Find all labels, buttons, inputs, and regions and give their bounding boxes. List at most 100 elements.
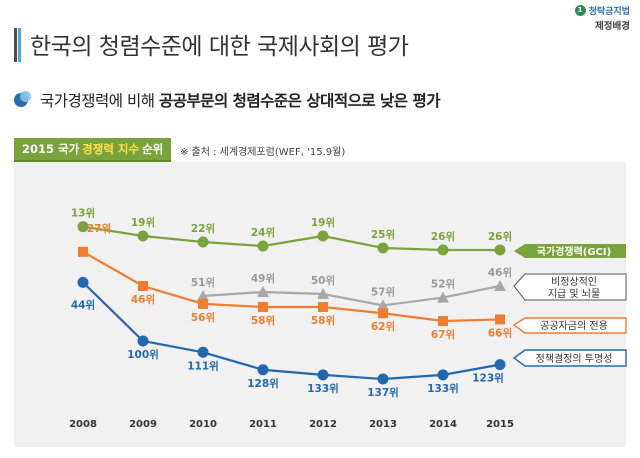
data-label: 49위 [251,272,275,285]
data-label: 46위 [131,293,155,306]
data-point [198,298,208,309]
data-label: 66위 [488,326,512,339]
x-axis-labels: 2008 2009 2010 2011 2012 2013 2014 2015 [69,419,514,430]
data-label: 123위 [472,372,504,385]
data-label: 57위 [371,285,395,298]
x-tick-label: 2010 [189,419,217,430]
source-note: ※ 출처 : 세계경제포럼(WEF, '15.9월) [180,147,346,158]
series-line-3 [82,250,501,323]
data-label: 137위 [367,386,399,399]
data-label: 46위 [488,266,512,279]
data-label: 26위 [431,230,455,243]
data-point [437,244,449,256]
data-point [494,359,506,371]
data-point [495,314,505,325]
legend-gci-box [514,244,626,258]
data-label: 56위 [191,311,215,324]
chart-header-prefix: 2015 국가 [22,142,80,156]
legend-bribery-label-2: 지급 및 뇌물 [548,288,600,300]
data-point [137,335,149,347]
subtitle-bold: 공공부문의 청렴수준은 상대적으로 낮은 평가 [158,92,441,110]
legend-gci-label: 국가경쟁력(GCI) [537,245,611,258]
logo-subtext: 제정배경 [595,21,630,32]
logo-badge-icon: 1 [574,5,586,16]
legend-transparency-box [512,349,627,367]
data-label: 25위 [371,228,395,241]
data-point [437,291,449,303]
data-label: 52위 [431,278,455,291]
bullet-icon [14,91,32,109]
data-point [257,240,269,252]
data-point [197,236,209,248]
data-label: 133위 [307,382,339,395]
x-tick-label: 2013 [369,419,397,430]
series-lines [82,225,501,381]
series-line-2 [202,284,501,307]
subtitle-normal: 국가경쟁력에 비해 [40,92,159,110]
data-point [137,230,149,242]
data-point [317,288,329,299]
data-label: 13위 [71,207,95,220]
legend-bribery-box [513,273,627,301]
subtitle: 국가경쟁력에 비해 공공부문의 청렴수준은 상대적으로 낮은 평가 [40,89,440,111]
legend-funds-label: 공공자금의 전용 [540,320,608,332]
data-label: 58위 [251,314,275,327]
data-point [494,244,506,256]
legend-transparency-label: 정책결정의 투명성 [536,353,613,365]
data-point [258,302,268,312]
data-point [377,373,389,385]
data-label: 128위 [247,377,279,390]
x-tick-label: 2015 [486,419,514,430]
data-label: 24위 [251,226,275,239]
data-label: 100위 [127,348,159,361]
data-point [77,276,89,288]
data-label: 58위 [311,314,335,327]
x-tick-label: 2012 [309,419,337,430]
data-label: 26위 [488,230,512,243]
x-tick-label: 2011 [249,419,277,430]
logo-line1: 1 청탁금지법 [574,4,630,17]
data-label: 51위 [191,276,215,289]
data-labels: 13위 19위 22위 24위 19위 25위 26위 26위 51위 49위 50위 57위 52위 4… [71,207,512,399]
data-point [138,281,148,291]
chart-header-suffix: 순위 [142,142,164,156]
top-bar [0,0,640,4]
data-point [77,221,89,233]
series-line-1 [82,225,500,252]
data-point [197,290,209,301]
data-point [378,308,388,319]
x-tick-label: 2008 [69,419,97,430]
logo-text: 청탁금지법 [588,7,630,17]
data-point [494,280,506,291]
series-line-4 [82,281,501,381]
data-point [317,230,329,242]
brand-logo: 1 청탁금지법 제정배경 [574,4,630,32]
data-label: 19위 [311,216,335,229]
data-point [437,369,449,381]
data-label: 44위 [71,298,95,311]
chart-header: 2015 국가 경쟁력 지수 순위 [14,138,172,162]
title-accent-blue [18,28,21,62]
data-label: 133위 [427,382,459,395]
data-point [318,302,328,312]
series-markers [77,221,506,385]
data-point [438,316,448,326]
data-point [197,346,209,358]
title-accent-dark [14,28,17,62]
data-point [257,286,269,297]
data-point [377,299,389,311]
data-point [257,364,269,376]
data-label: 22위 [191,222,215,235]
subtitle-row: 국가경쟁력에 비해 공공부문의 청렴수준은 상대적으로 낮은 평가 [14,89,440,111]
data-point [377,242,389,254]
page-title: 한국의 청렴수준에 대한 국제사회의 평가 [30,34,409,60]
data-label: 62위 [371,320,395,333]
x-tick-label: 2014 [429,419,457,430]
data-label: 19위 [131,216,155,229]
x-tick-label: 2009 [129,419,157,430]
data-label: 67위 [431,328,455,341]
data-point [78,246,88,257]
legend-funds-box [512,317,627,334]
